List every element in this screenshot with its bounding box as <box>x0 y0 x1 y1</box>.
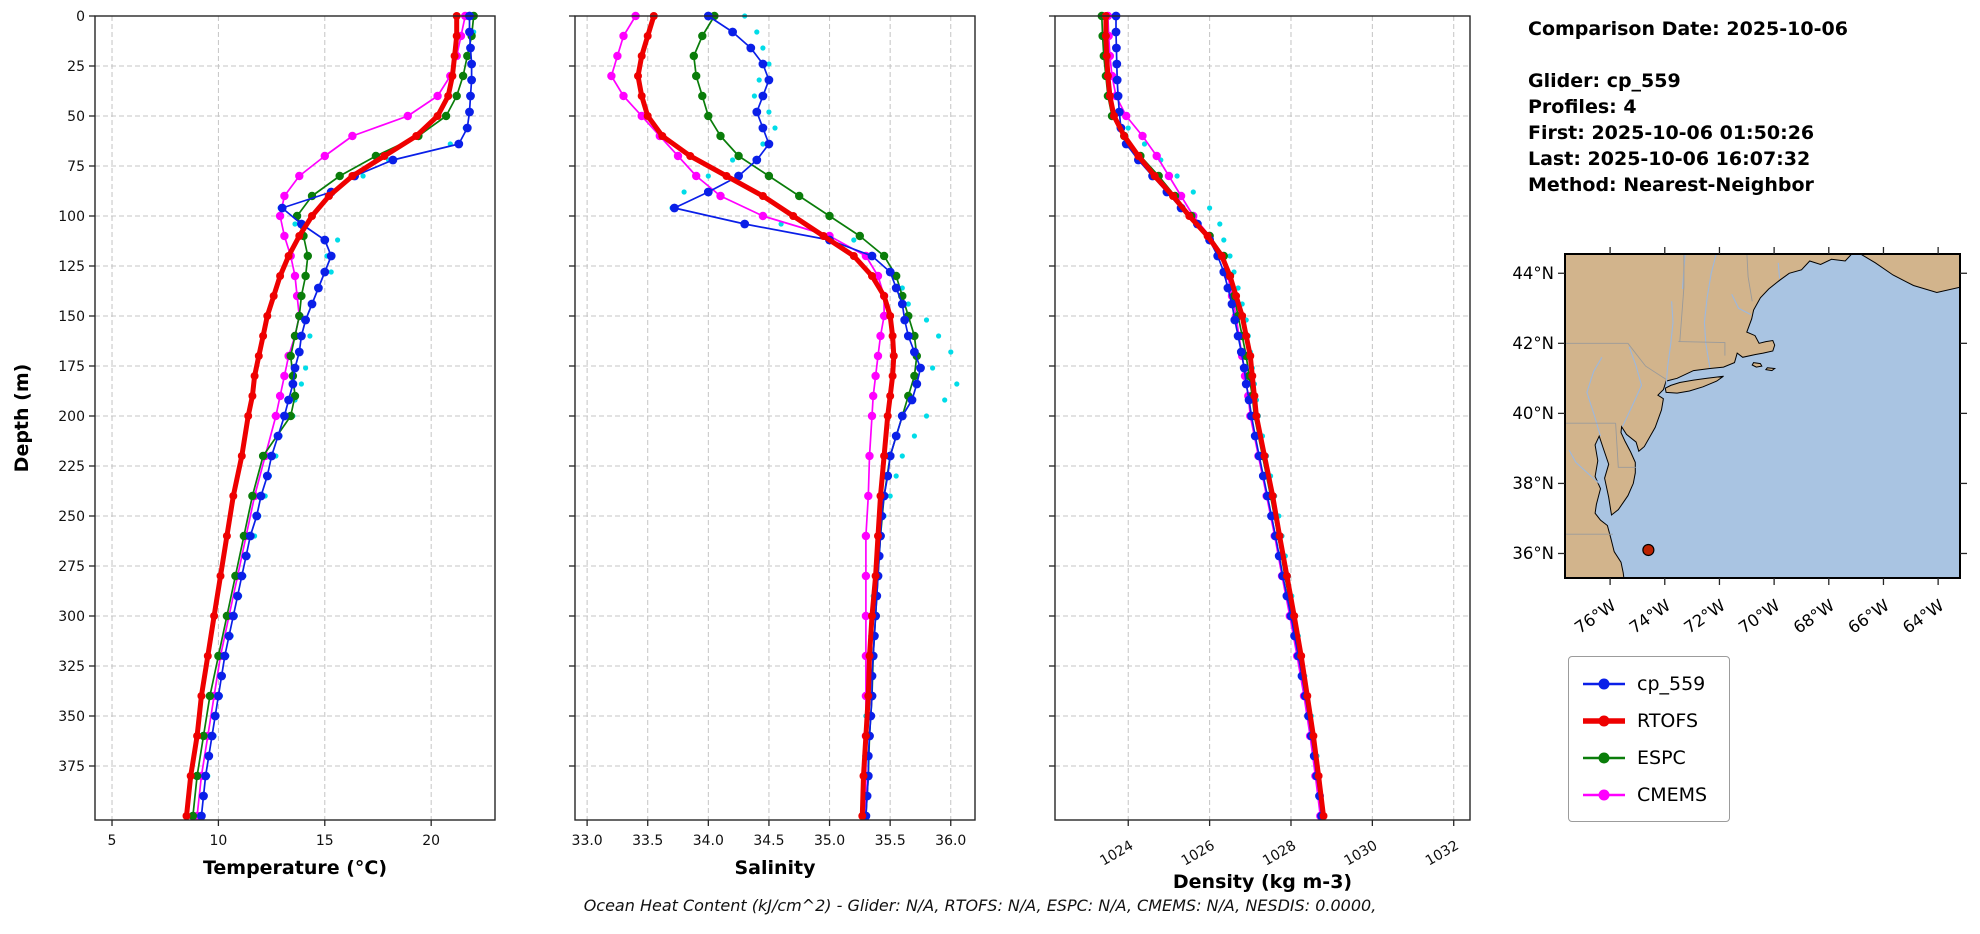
legend-label-cp559: cp_559 <box>1637 672 1706 695</box>
svg-text:35.0: 35.0 <box>814 833 845 849</box>
svg-text:35.5: 35.5 <box>875 833 906 849</box>
ohc-caption: Ocean Heat Content (kJ/cm^2) - Glider: N… <box>583 896 1377 915</box>
svg-text:175: 175 <box>58 359 85 375</box>
legend-marker-rtofs <box>1583 715 1625 726</box>
svg-text:Density (kg m-3): Density (kg m-3) <box>1173 871 1352 893</box>
svg-text:1026: 1026 <box>1179 838 1218 870</box>
location-map: 36°N 38°N 40°N 42°N 44°N 76°W 74°W 72°W 70°W 68°W… <box>1512 247 1967 638</box>
svg-text:36.0: 36.0 <box>935 833 966 849</box>
svg-text:68°W: 68°W <box>1790 596 1838 638</box>
svg-text:275: 275 <box>58 559 85 575</box>
svg-text:1024: 1024 <box>1097 838 1136 870</box>
svg-text:Salinity: Salinity <box>734 857 816 879</box>
legend: cp_559 RTOFS ESPC CMEMS <box>1568 656 1731 822</box>
svg-text:Depth (m): Depth (m) <box>11 364 33 473</box>
legend-label-cmems: CMEMS <box>1637 783 1708 806</box>
info-profiles: Profiles: 4 <box>1528 96 1637 118</box>
svg-text:66°W: 66°W <box>1845 596 1893 638</box>
comparison-info: Comparison Date: 2025-10-06 Glider: cp_5… <box>1528 16 1848 198</box>
svg-text:64°W: 64°W <box>1899 596 1947 638</box>
legend-item-cp559: cp_559 <box>1581 665 1707 702</box>
svg-text:225: 225 <box>58 459 85 475</box>
svg-text:10: 10 <box>209 833 227 849</box>
svg-text:350: 350 <box>58 709 85 725</box>
svg-text:44°N: 44°N <box>1512 264 1554 283</box>
info-first: First: 2025-10-06 01:50:26 <box>1528 122 1815 144</box>
svg-text:25: 25 <box>67 59 85 75</box>
legend-item-cmems: CMEMS <box>1581 776 1707 813</box>
svg-text:20: 20 <box>422 833 440 849</box>
info-spacer <box>1528 42 1848 68</box>
svg-text:0: 0 <box>76 9 85 25</box>
svg-text:33.5: 33.5 <box>632 833 663 849</box>
svg-text:300: 300 <box>58 609 85 625</box>
svg-text:36°N: 36°N <box>1512 544 1554 563</box>
legend-marker-cp559 <box>1583 678 1625 689</box>
svg-text:50: 50 <box>67 109 85 125</box>
svg-text:250: 250 <box>58 509 85 525</box>
legend-item-rtofs: RTOFS <box>1581 702 1707 739</box>
svg-text:150: 150 <box>58 309 85 325</box>
svg-text:100: 100 <box>58 209 85 225</box>
svg-text:34.0: 34.0 <box>693 833 724 849</box>
svg-text:15: 15 <box>316 833 334 849</box>
svg-text:72°W: 72°W <box>1681 596 1729 638</box>
svg-text:1030: 1030 <box>1341 838 1380 870</box>
svg-text:34.5: 34.5 <box>753 833 784 849</box>
svg-text:5: 5 <box>108 833 117 849</box>
svg-text:325: 325 <box>58 659 85 675</box>
svg-text:1028: 1028 <box>1260 838 1299 870</box>
info-method: Method: Nearest-Neighbor <box>1528 174 1814 196</box>
legend-label-rtofs: RTOFS <box>1637 709 1699 732</box>
info-comparison-date: Comparison Date: 2025-10-06 <box>1528 18 1848 40</box>
profile-charts: 5 10 15 20025507510012515017520022525027530… <box>11 9 1471 893</box>
svg-text:74°W: 74°W <box>1626 596 1674 638</box>
svg-text:1032: 1032 <box>1423 838 1462 870</box>
svg-text:40°N: 40°N <box>1512 404 1554 423</box>
info-last: Last: 2025-10-06 16:07:32 <box>1528 148 1811 170</box>
svg-text:70°W: 70°W <box>1735 596 1783 638</box>
legend-item-espc: ESPC <box>1581 739 1707 776</box>
svg-text:Temperature (°C): Temperature (°C) <box>203 857 387 879</box>
svg-text:42°N: 42°N <box>1512 334 1554 353</box>
svg-text:200: 200 <box>58 409 85 425</box>
svg-text:38°N: 38°N <box>1512 474 1554 493</box>
legend-label-espc: ESPC <box>1637 746 1686 769</box>
svg-text:33.0: 33.0 <box>572 833 603 849</box>
legend-marker-cmems <box>1583 789 1625 800</box>
svg-text:76°W: 76°W <box>1571 596 1619 638</box>
legend-marker-espc <box>1583 752 1625 763</box>
svg-text:375: 375 <box>58 759 85 775</box>
svg-text:75: 75 <box>67 159 85 175</box>
svg-text:125: 125 <box>58 259 85 275</box>
info-glider: Glider: cp_559 <box>1528 70 1681 92</box>
